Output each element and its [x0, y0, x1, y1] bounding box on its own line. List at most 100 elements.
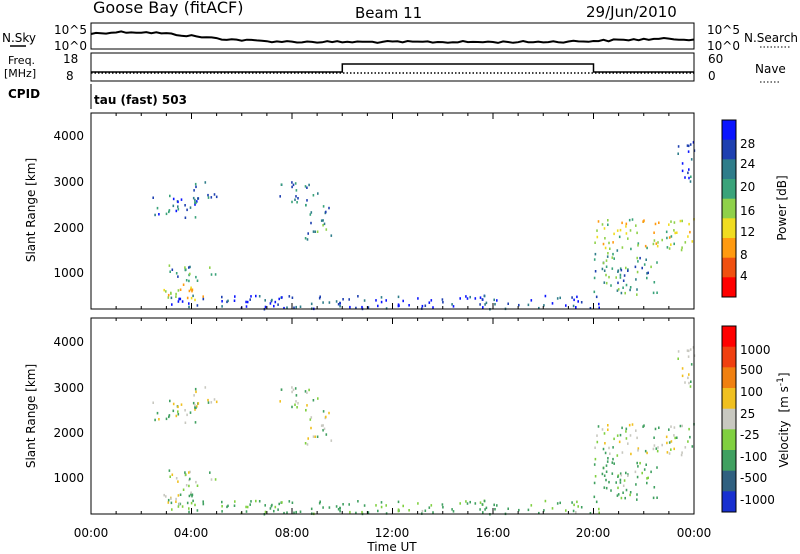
scatter-cell — [330, 234, 333, 237]
scatter-cell — [643, 219, 645, 222]
scatter-cell — [330, 439, 333, 442]
scatter-cell — [271, 503, 273, 507]
scatter-cell — [318, 502, 321, 505]
scatter-cell — [264, 510, 267, 514]
cpid-mode: tau (fast) 503 — [94, 93, 187, 107]
vel-cbar-tick-100: 100 — [740, 385, 763, 399]
scatter-cell — [593, 495, 596, 499]
scatter-cell — [195, 480, 197, 484]
scatter-cell — [466, 297, 469, 300]
scatter-cell — [605, 478, 607, 482]
scatter-cell — [577, 300, 579, 303]
scatter-cell — [380, 300, 383, 304]
scatter-cell — [168, 264, 171, 267]
scatter-cell — [673, 229, 675, 232]
scatter-cell — [204, 386, 207, 389]
power-ytick-4000: 4000 — [53, 129, 84, 143]
scatter-cell — [620, 268, 623, 272]
scatter-cell — [610, 489, 612, 492]
scatter-cell — [175, 272, 178, 275]
scatter-cell — [572, 304, 575, 308]
scatter-cell — [308, 183, 310, 187]
scatter-cell — [322, 410, 325, 413]
scatter-cell — [294, 182, 297, 185]
time-axis-label: Time UT — [366, 540, 417, 554]
scatter-cell — [258, 295, 261, 298]
scatter-cell — [623, 274, 626, 277]
scatter-cell — [611, 461, 614, 464]
scatter-cell — [622, 491, 624, 494]
scatter-cell — [571, 296, 573, 299]
velocity-colorbar-units-exponent: -1 — [776, 377, 786, 386]
scatter-cell — [661, 238, 663, 242]
scatter-cell — [646, 276, 648, 280]
scatter-cell — [281, 296, 283, 299]
scatter-cell — [177, 200, 179, 204]
scatter-cell — [322, 429, 324, 432]
scatter-cell — [178, 297, 181, 301]
scatter-cell — [323, 427, 326, 431]
scatter-cell — [214, 273, 217, 276]
scatter-cell — [625, 225, 627, 228]
vel-cbar-tick-1000: 1000 — [740, 343, 771, 357]
scatter-cell — [168, 209, 171, 212]
scatter-cell — [674, 231, 676, 235]
colorbar-swatch — [722, 429, 736, 451]
scatter-cell — [654, 427, 657, 431]
scatter-cell — [691, 240, 694, 243]
scatter-cell — [250, 295, 252, 298]
scatter-cell — [617, 493, 620, 496]
scatter-cell — [325, 415, 327, 419]
scatter-cell — [597, 220, 600, 223]
scatter-cell — [269, 302, 272, 305]
scatter-cell — [688, 176, 690, 180]
time-axis: 00:00 04:00 08:00 12:00 16:00 20:00 00:0… — [74, 526, 712, 540]
scatter-cell — [690, 175, 692, 178]
scatter-cell — [280, 388, 283, 391]
scatter-cell — [615, 481, 617, 484]
scatter-cell — [322, 506, 324, 509]
scatter-cell — [681, 162, 684, 165]
scatter-cell — [168, 415, 170, 419]
scatter-cell — [538, 306, 540, 310]
scatter-cell — [249, 503, 251, 506]
power-cbar-tick-20: 20 — [740, 180, 755, 194]
scatter-cell — [167, 296, 170, 299]
colorbar-swatch — [722, 277, 736, 298]
scatter-cell — [363, 504, 366, 507]
scatter-cell — [606, 460, 609, 463]
scatter-cell — [295, 400, 297, 403]
scatter-cell — [690, 363, 693, 366]
scatter-cell — [182, 283, 185, 286]
scatter-cell — [634, 265, 637, 269]
scatter-cell — [643, 424, 645, 427]
scatter-cell — [179, 288, 182, 291]
scatter-cell — [684, 381, 686, 384]
scatter-cell — [397, 304, 400, 308]
scatter-cell — [295, 189, 298, 192]
scatter-cell — [214, 478, 217, 481]
scatter-cell — [677, 357, 679, 360]
scatter-cell — [670, 448, 672, 451]
scatter-cell — [689, 385, 692, 388]
scatter-cell — [281, 501, 283, 504]
scatter-cell — [613, 232, 615, 236]
scatter-cell — [621, 221, 623, 225]
scatter-cell — [594, 446, 596, 449]
scatter-cell — [215, 195, 218, 199]
scatter-cell — [385, 504, 387, 507]
scatter-cell — [397, 508, 400, 511]
scatter-cell — [451, 303, 453, 306]
scatter-cell — [184, 216, 187, 219]
scatter-cell — [629, 288, 631, 292]
scatter-cell — [452, 510, 455, 513]
scatter-cell — [310, 507, 313, 511]
scatter-cell — [170, 497, 172, 500]
scatter-cell — [644, 244, 647, 248]
scatter-cell — [619, 273, 622, 277]
scatter-cell — [679, 424, 682, 428]
scatter-cell — [602, 261, 605, 265]
scatter-cell — [601, 267, 604, 271]
colorbar-swatch — [722, 218, 736, 239]
scatter-cell — [611, 472, 614, 475]
